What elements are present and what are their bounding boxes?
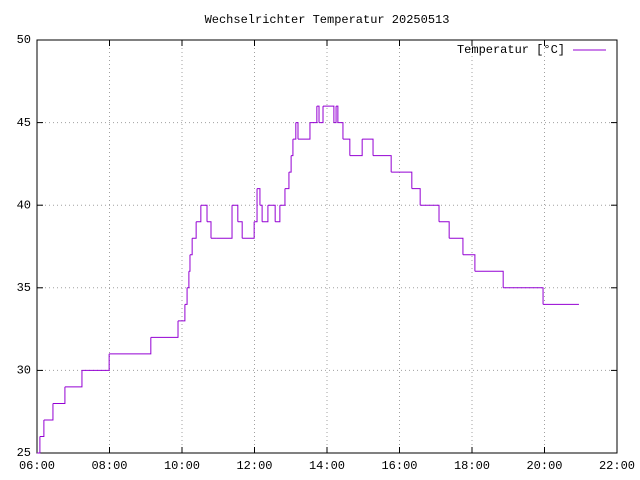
line-segment bbox=[109, 337, 152, 355]
line-segment bbox=[37, 436, 41, 454]
legend-label: Temperatur [°C] bbox=[457, 43, 565, 57]
x-tick-label: 16:00 bbox=[381, 459, 417, 473]
line-segment bbox=[259, 204, 263, 222]
line-segment bbox=[242, 221, 255, 239]
line-segment bbox=[291, 139, 294, 157]
line-segment bbox=[81, 353, 110, 371]
line-segment bbox=[292, 122, 297, 140]
line-segment bbox=[184, 287, 188, 305]
line-segment bbox=[337, 122, 344, 140]
line-segment bbox=[449, 237, 464, 255]
line-segment bbox=[254, 188, 258, 223]
line-segment bbox=[298, 122, 311, 140]
x-tick-label: 14:00 bbox=[309, 459, 345, 473]
line-segment bbox=[52, 386, 66, 404]
line-segment bbox=[288, 155, 292, 173]
line-segment bbox=[237, 221, 243, 239]
line-segment bbox=[187, 271, 190, 289]
line-segment bbox=[439, 221, 450, 239]
line-segment bbox=[189, 238, 193, 256]
line-segment bbox=[373, 155, 392, 173]
y-tick-label: 35 bbox=[17, 281, 31, 295]
line-segment bbox=[150, 320, 179, 338]
line-segment bbox=[342, 138, 351, 156]
line-segment bbox=[279, 188, 286, 206]
y-tick-label: 30 bbox=[17, 364, 31, 378]
line-segment bbox=[192, 221, 197, 239]
y-tick-label: 25 bbox=[17, 446, 31, 460]
line-segment bbox=[319, 106, 324, 124]
line-segment bbox=[323, 105, 335, 123]
line-segment bbox=[188, 254, 191, 272]
x-tick-label: 20:00 bbox=[526, 459, 562, 473]
line-segment bbox=[178, 304, 186, 322]
chart-title: Wechselrichter Temperatur 20250513 bbox=[205, 13, 450, 27]
line-segment bbox=[232, 204, 239, 222]
line-segment bbox=[391, 171, 413, 189]
x-tick-label: 22:00 bbox=[599, 459, 635, 473]
line-segment bbox=[474, 270, 504, 288]
line-segment bbox=[336, 105, 339, 123]
line-segment bbox=[411, 188, 421, 206]
line-segment bbox=[349, 139, 363, 157]
line-segment bbox=[503, 287, 544, 305]
line-segment bbox=[362, 138, 374, 156]
line-segment bbox=[196, 205, 202, 223]
line-segment bbox=[275, 205, 281, 223]
plot-frame bbox=[36, 39, 618, 454]
line-segment bbox=[207, 221, 212, 239]
line-segment bbox=[462, 254, 476, 272]
x-tick-label: 18:00 bbox=[454, 459, 490, 473]
x-tick-label: 12:00 bbox=[236, 459, 272, 473]
x-tick-label: 08:00 bbox=[91, 459, 127, 473]
line-segment bbox=[200, 204, 208, 222]
line-segment bbox=[39, 419, 45, 437]
y-tick-label: 45 bbox=[17, 116, 31, 130]
line-segment bbox=[316, 105, 320, 123]
y-tick-label: 50 bbox=[17, 33, 31, 47]
y-tick-label: 40 bbox=[17, 198, 31, 212]
line-segment bbox=[267, 204, 276, 222]
line-segment bbox=[284, 172, 290, 190]
line-segment bbox=[43, 403, 54, 421]
line-segment bbox=[333, 106, 337, 124]
line-segment bbox=[216, 205, 233, 239]
line-segment bbox=[262, 205, 269, 223]
line-segment bbox=[309, 106, 318, 124]
line-segment bbox=[295, 122, 299, 140]
x-tick-label: 06:00 bbox=[19, 459, 55, 473]
x-tick-label: 10:00 bbox=[164, 459, 200, 473]
line-segment bbox=[64, 370, 83, 388]
line-segment bbox=[257, 188, 261, 206]
line-segment bbox=[420, 204, 440, 222]
